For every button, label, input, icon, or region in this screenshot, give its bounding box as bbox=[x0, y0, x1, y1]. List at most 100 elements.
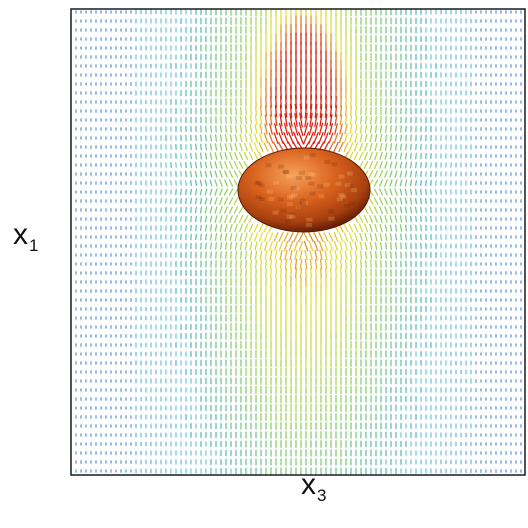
velocity-vector bbox=[319, 233, 323, 242]
velocity-vector bbox=[191, 153, 192, 158]
velocity-vector bbox=[191, 171, 192, 176]
velocity-vector bbox=[285, 259, 286, 268]
velocity-vector bbox=[385, 144, 386, 150]
velocity-vector bbox=[375, 144, 377, 151]
velocity-vector bbox=[315, 250, 317, 259]
velocity-vector bbox=[205, 171, 206, 176]
velocity-vector bbox=[255, 125, 257, 133]
ellipsoid-facet bbox=[266, 163, 272, 167]
velocity-vector bbox=[406, 216, 407, 222]
velocity-vector bbox=[416, 171, 417, 176]
velocity-vector bbox=[320, 242, 323, 251]
velocity-vector bbox=[246, 251, 247, 258]
velocity-vector bbox=[300, 242, 303, 251]
velocity-vector bbox=[276, 269, 277, 277]
velocity-vector bbox=[196, 189, 197, 195]
velocity-vector bbox=[416, 181, 417, 186]
velocity-vector bbox=[365, 233, 367, 240]
velocity-vector bbox=[281, 260, 282, 269]
velocity-vector bbox=[229, 198, 232, 204]
velocity-vector bbox=[240, 153, 243, 160]
x-axis-label-subscript: 3 bbox=[317, 486, 326, 505]
velocity-vector bbox=[295, 242, 298, 251]
ellipsoid-facet bbox=[281, 209, 287, 213]
velocity-vector bbox=[371, 116, 372, 123]
velocity-vector bbox=[310, 242, 313, 251]
velocity-vector bbox=[411, 198, 412, 204]
velocity-vector bbox=[225, 153, 227, 159]
velocity-vector bbox=[265, 124, 267, 134]
velocity-vector bbox=[349, 152, 353, 160]
velocity-vector bbox=[201, 225, 202, 230]
velocity-vector bbox=[295, 259, 296, 268]
velocity-vector bbox=[370, 234, 372, 241]
velocity-vector bbox=[206, 234, 207, 239]
velocity-vector bbox=[255, 242, 257, 250]
velocity-vector bbox=[245, 224, 248, 231]
velocity-vector bbox=[225, 198, 228, 204]
velocity-vector bbox=[390, 216, 392, 222]
velocity-vector bbox=[196, 180, 197, 185]
velocity-vector bbox=[250, 134, 252, 142]
velocity-vector bbox=[421, 190, 422, 195]
velocity-vector bbox=[240, 225, 242, 232]
velocity-vector bbox=[380, 234, 381, 241]
velocity-vector bbox=[230, 144, 232, 150]
velocity-vector bbox=[381, 252, 382, 259]
velocity-vector bbox=[300, 259, 301, 268]
velocity-vector bbox=[225, 180, 228, 186]
velocity-vector bbox=[235, 144, 237, 151]
velocity-vector bbox=[285, 242, 288, 251]
velocity-vector bbox=[395, 198, 397, 204]
velocity-vector bbox=[321, 268, 322, 277]
velocity-vector bbox=[406, 144, 407, 150]
velocity-vector bbox=[304, 233, 308, 241]
velocity-vector bbox=[369, 198, 373, 205]
velocity-vector bbox=[314, 241, 317, 250]
velocity-vector bbox=[360, 233, 362, 240]
velocity-vector bbox=[340, 133, 343, 142]
velocity-vector bbox=[380, 198, 383, 204]
velocity-vector bbox=[349, 143, 352, 151]
velocity-vector bbox=[286, 269, 287, 278]
velocity-vector bbox=[355, 134, 357, 142]
velocity-vector bbox=[376, 252, 377, 259]
velocity-vector bbox=[316, 269, 317, 278]
velocity-vector bbox=[261, 260, 262, 269]
velocity-vector bbox=[344, 143, 348, 151]
ellipsoid-facet bbox=[291, 186, 297, 190]
velocity-vector bbox=[211, 225, 212, 231]
velocity-vector bbox=[225, 207, 227, 213]
velocity-vector bbox=[361, 260, 362, 268]
velocity-vector bbox=[310, 259, 311, 268]
velocity-vector bbox=[385, 180, 388, 186]
velocity-vector bbox=[249, 224, 252, 231]
velocity-vector bbox=[395, 216, 396, 222]
velocity-vector bbox=[380, 153, 382, 160]
velocity-vector bbox=[400, 216, 401, 222]
velocity-vector bbox=[395, 180, 397, 186]
velocity-vector bbox=[186, 190, 187, 195]
velocity-vector bbox=[345, 242, 347, 250]
velocity-vector bbox=[320, 250, 322, 259]
velocity-vector bbox=[305, 251, 307, 260]
ellipsoid-facet bbox=[283, 170, 289, 174]
velocity-vector bbox=[236, 125, 237, 132]
ellipsoid-facet bbox=[300, 202, 306, 206]
velocity-vector bbox=[201, 198, 202, 203]
velocity-vector bbox=[374, 189, 377, 195]
velocity-vector bbox=[344, 224, 348, 232]
velocity-vector bbox=[225, 225, 227, 232]
velocity-vector bbox=[245, 134, 247, 142]
velocity-vector bbox=[395, 207, 397, 213]
velocity-vector bbox=[265, 242, 267, 251]
velocity-vector bbox=[306, 269, 307, 278]
velocity-vector bbox=[375, 207, 378, 214]
velocity-vector bbox=[211, 243, 212, 249]
velocity-vector bbox=[336, 269, 337, 278]
ellipsoid-facet bbox=[287, 202, 293, 206]
velocity-vector bbox=[421, 207, 422, 212]
velocity-vector bbox=[391, 135, 392, 141]
velocity-vector bbox=[284, 233, 288, 241]
velocity-vector bbox=[250, 233, 253, 241]
